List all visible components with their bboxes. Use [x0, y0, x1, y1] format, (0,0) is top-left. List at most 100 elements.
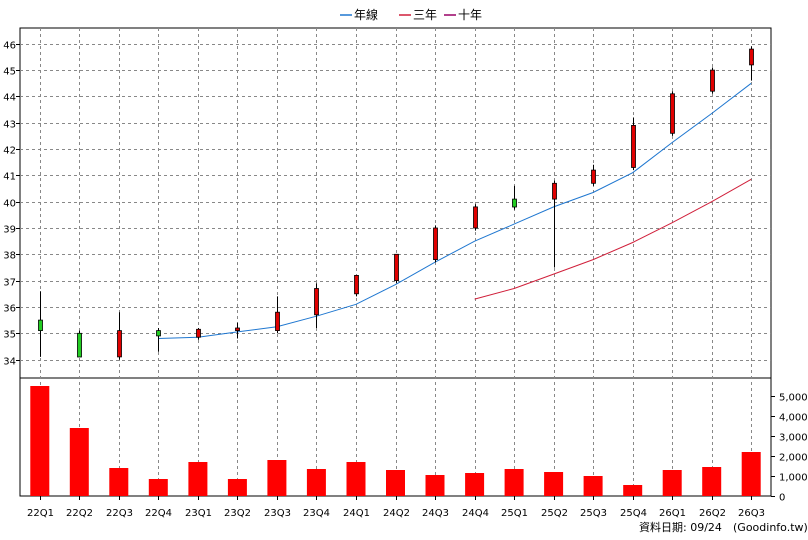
candle-body — [394, 253, 399, 282]
candle-body — [591, 169, 596, 184]
x-tick-label: 25Q2 — [541, 508, 568, 519]
price-tick-label: 35 — [3, 330, 16, 341]
source-site: (Goodinfo.tw) — [733, 521, 808, 534]
price-tick-label: 44 — [3, 93, 16, 104]
x-tick-label: 22Q1 — [27, 508, 54, 519]
volume-bar — [741, 452, 761, 496]
candle — [354, 274, 359, 297]
candle-body — [196, 328, 201, 338]
volume-bar — [702, 467, 722, 496]
volume-bar — [465, 473, 485, 496]
candle — [670, 91, 675, 136]
candle-body — [710, 69, 715, 92]
candle-body — [749, 48, 754, 66]
volume-bar — [109, 468, 129, 496]
price-tick-label: 39 — [3, 225, 16, 236]
price-tick-label: 46 — [3, 41, 16, 52]
candle-body — [156, 330, 161, 337]
volume-tick-label: 1,000 — [779, 473, 808, 484]
volume-bar — [662, 470, 682, 496]
x-tick-label: 26Q2 — [699, 508, 726, 519]
candle — [156, 328, 161, 352]
candle-body — [77, 332, 82, 358]
candle-body — [275, 311, 280, 332]
line-three-year-avg — [474, 178, 752, 300]
price-tick-label: 41 — [3, 172, 16, 183]
legend-ten-year: 十年 — [458, 8, 482, 22]
candle-body — [314, 288, 319, 316]
candle-body — [433, 227, 438, 261]
candle — [631, 117, 636, 171]
volume-bar — [148, 479, 168, 496]
x-tick-label: 24Q1 — [343, 508, 370, 519]
candle — [433, 225, 438, 263]
candle — [275, 296, 280, 334]
candle-body — [354, 274, 359, 295]
candle — [38, 291, 43, 357]
x-tick-label: 24Q2 — [383, 508, 410, 519]
volume-tick-label: 2,000 — [779, 453, 808, 464]
candle — [314, 283, 319, 328]
average-lines — [158, 82, 752, 339]
volume-bar — [227, 479, 247, 496]
volume-bar — [544, 472, 564, 496]
price-tick-label: 42 — [3, 146, 16, 157]
x-tick-label: 26Q3 — [738, 508, 765, 519]
x-tick-label: 25Q3 — [580, 508, 607, 519]
price-tick-label: 37 — [3, 278, 16, 289]
volume-bar — [504, 469, 524, 496]
price-tick-label: 45 — [3, 67, 16, 78]
candle-body — [117, 330, 122, 358]
x-axis: 22Q1 22Q2 22Q3 22Q4 23Q1 23Q2 23Q3 23Q4 24Q1 24Q2… — [27, 496, 765, 519]
volume-tick-label: 0 — [779, 493, 785, 504]
legend: 年線 三年 十年 — [340, 7, 482, 22]
candlesticks — [38, 46, 754, 360]
candle — [196, 328, 201, 340]
price-tick-label: 40 — [3, 199, 16, 210]
candle — [512, 185, 517, 210]
price-tick-label: 34 — [3, 357, 16, 368]
volume-bar — [267, 460, 287, 496]
x-tick-label: 25Q1 — [501, 508, 528, 519]
source-date: 資料日期: 09/24 — [639, 520, 722, 534]
volume-tick-label: 5,000 — [779, 393, 808, 404]
volume-bar — [69, 428, 89, 496]
x-tick-label: 22Q2 — [66, 508, 93, 519]
x-tick-label: 23Q3 — [264, 508, 291, 519]
legend-three-year: 三年 — [413, 8, 437, 22]
volume-bar — [425, 475, 445, 496]
volume-bars — [30, 386, 761, 496]
legend-year: 年線 — [354, 7, 378, 22]
x-tick-label: 23Q2 — [224, 508, 251, 519]
candle — [710, 67, 715, 94]
candle — [473, 204, 478, 231]
candle-body — [512, 198, 517, 208]
candle-body — [631, 125, 636, 168]
candle-body — [473, 206, 478, 229]
candle-body — [552, 182, 557, 200]
x-tick-label: 26Q1 — [659, 508, 686, 519]
volume-axis: 0 1,000 2,000 3,000 4,000 5,000 — [771, 393, 808, 504]
candle — [749, 46, 754, 81]
volume-bar — [623, 485, 643, 496]
price-tick-label: 43 — [3, 120, 16, 131]
volume-bar — [188, 462, 208, 496]
x-tick-label: 23Q4 — [303, 508, 330, 519]
line-year-avg — [158, 82, 752, 339]
candle — [552, 180, 557, 268]
volume-tick-label: 3,000 — [779, 433, 808, 444]
volume-bar — [386, 470, 405, 496]
x-tick-label: 22Q3 — [106, 508, 133, 519]
price-tick-label: 38 — [3, 251, 16, 262]
candle — [77, 330, 82, 358]
candle — [117, 312, 122, 360]
x-tick-label: 23Q1 — [185, 508, 212, 519]
candle — [394, 253, 399, 284]
candle-body — [38, 319, 43, 332]
x-tick-label: 25Q4 — [620, 508, 647, 519]
price-axis: 34 35 36 37 38 39 40 41 42 43 44 45 46 — [3, 41, 20, 368]
volume-bar — [583, 476, 603, 496]
candle-body — [235, 327, 240, 331]
candle — [235, 322, 240, 339]
x-tick-label: 24Q4 — [462, 508, 489, 519]
